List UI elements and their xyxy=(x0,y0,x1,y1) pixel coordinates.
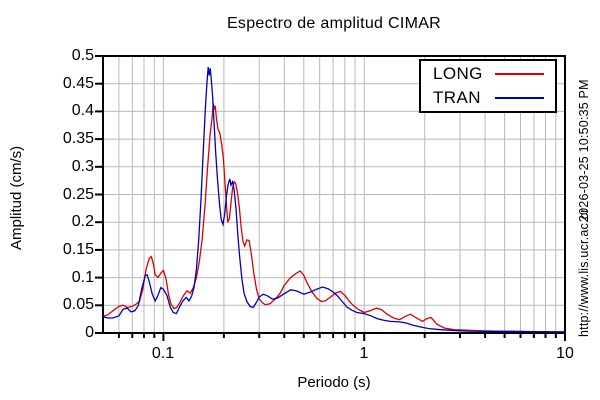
x-tick-label: 0.1 xyxy=(151,345,175,362)
y-tick-label: 0.15 xyxy=(62,241,94,258)
x-tick-label: 1 xyxy=(359,345,369,362)
legend-item-tran: TRAN xyxy=(421,86,555,110)
legend-label-tran: TRAN xyxy=(433,88,481,107)
y-tick-label: 0.25 xyxy=(62,186,94,203)
legend-item-long: LONG xyxy=(421,62,555,86)
timestamp-label: 2026-03-25 10:50:35 PM xyxy=(577,79,591,222)
y-tick-label: 0.5 xyxy=(71,47,94,64)
legend: LONG TRAN xyxy=(419,59,557,113)
y-tick-label: 0.35 xyxy=(62,130,94,147)
chart-title: Espectro de amplitud CIMAR xyxy=(226,15,442,32)
legend-line-sample-tran xyxy=(495,97,544,99)
y-tick-label: 0 xyxy=(85,324,94,341)
y-tick-label: 0.45 xyxy=(62,75,94,92)
y-tick-label: 0.1 xyxy=(71,269,94,286)
x-axis-title: Periodo (s) xyxy=(297,374,371,391)
legend-line-sample-long xyxy=(495,73,544,75)
series-LONG-line xyxy=(102,102,565,333)
x-axis-tick-labels: 0.1 1 10 xyxy=(0,345,600,365)
series-TRAN-line xyxy=(102,67,566,333)
website-url-label: http://www.lis.ucr.ac.cr xyxy=(577,208,591,337)
y-tick-label: 0.2 xyxy=(71,213,94,230)
y-axis-title: Amplitud (cm/s) xyxy=(8,145,25,250)
legend-label-long: LONG xyxy=(433,64,483,83)
y-tick-label: 0.4 xyxy=(71,102,94,119)
y-tick-label: 0.05 xyxy=(62,296,94,313)
y-tick-label: 0.3 xyxy=(71,158,94,175)
x-tick-label: 10 xyxy=(556,345,574,362)
